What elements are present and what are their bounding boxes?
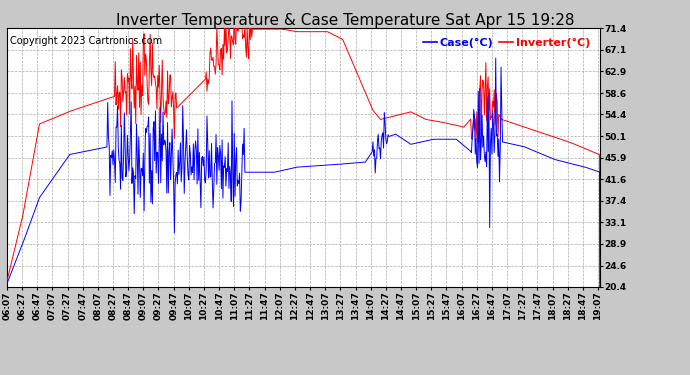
Text: Inverter Temperature & Case Temperature Sat Apr 15 19:28: Inverter Temperature & Case Temperature … [116, 13, 574, 28]
Legend: Case(°C), Inverter(°C): Case(°C), Inverter(°C) [419, 34, 595, 53]
Text: Copyright 2023 Cartronics.com: Copyright 2023 Cartronics.com [10, 36, 162, 46]
